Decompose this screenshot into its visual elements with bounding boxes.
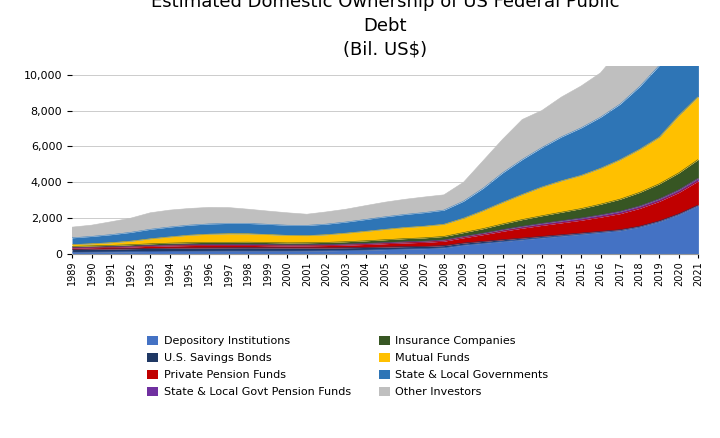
Title: Estimated Domestic Ownership of US Federal Public
Debt
(Bil. US$): Estimated Domestic Ownership of US Feder… xyxy=(151,0,619,59)
Legend: Depository Institutions, U.S. Savings Bonds, Private Pension Funds, State & Loca: Depository Institutions, U.S. Savings Bo… xyxy=(143,331,553,402)
